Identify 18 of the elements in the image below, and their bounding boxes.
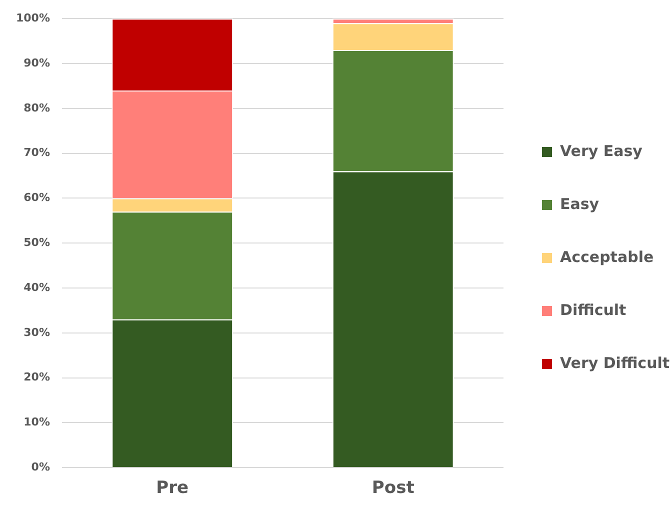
- legend-label: Very Difficult: [560, 354, 670, 372]
- y-tick-label: 40%: [24, 280, 50, 294]
- y-tick-label: 80%: [24, 101, 50, 114]
- y-tick-label: 70%: [24, 146, 50, 160]
- y-tick-label: 10%: [24, 416, 50, 429]
- y-tick-label: 50%: [24, 236, 50, 249]
- y-tick-label: 60%: [24, 191, 50, 204]
- y-tick-label: 20%: [24, 370, 50, 384]
- y-tick-label: 100%: [16, 11, 50, 24]
- legend-label: Difficult: [560, 300, 626, 319]
- y-tick-label: 90%: [24, 56, 50, 70]
- legend-label: Very Easy: [560, 142, 643, 160]
- y-tick-label: 0%: [31, 460, 50, 474]
- legend-label: Acceptable: [560, 248, 654, 266]
- legend-label: Easy: [560, 194, 600, 213]
- x-tick-label: Pre: [156, 478, 189, 498]
- x-tick-label: Post: [372, 478, 414, 498]
- y-tick-label: 30%: [24, 326, 50, 339]
